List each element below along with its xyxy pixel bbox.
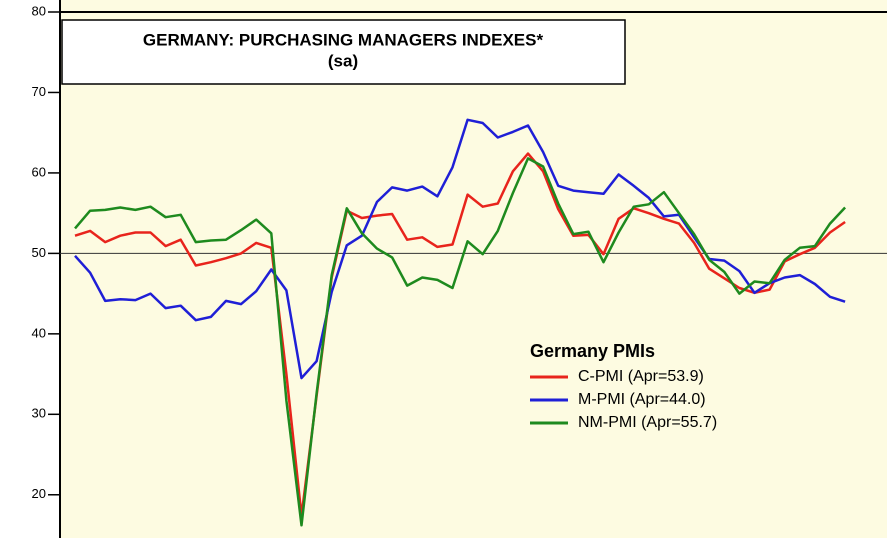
legend-label: C-PMI (Apr=53.9) <box>578 368 704 385</box>
series-line <box>74 157 847 527</box>
y-tick-label: 70 <box>32 84 46 99</box>
y-tick-label: 40 <box>32 325 46 340</box>
chart-subtitle: (sa) <box>328 51 358 70</box>
plot-area <box>59 0 887 538</box>
legend-title: Germany PMIs <box>530 341 655 361</box>
y-tick-label: 20 <box>32 486 46 501</box>
title-box <box>61 19 626 85</box>
series-line <box>74 152 846 517</box>
chart-title: GERMANY: PURCHASING MANAGERS INDEXES* <box>143 30 544 49</box>
plot-background <box>60 0 887 538</box>
y-tick-label: 30 <box>32 406 46 421</box>
series-line <box>74 118 846 380</box>
y-tick-label: 60 <box>32 164 46 179</box>
legend-label: M-PMI (Apr=44.0) <box>578 391 706 408</box>
y-tick-label: 80 <box>32 3 46 18</box>
legend-label: NM-PMI (Apr=55.7) <box>578 414 717 431</box>
y-tick-label: 50 <box>32 245 46 260</box>
